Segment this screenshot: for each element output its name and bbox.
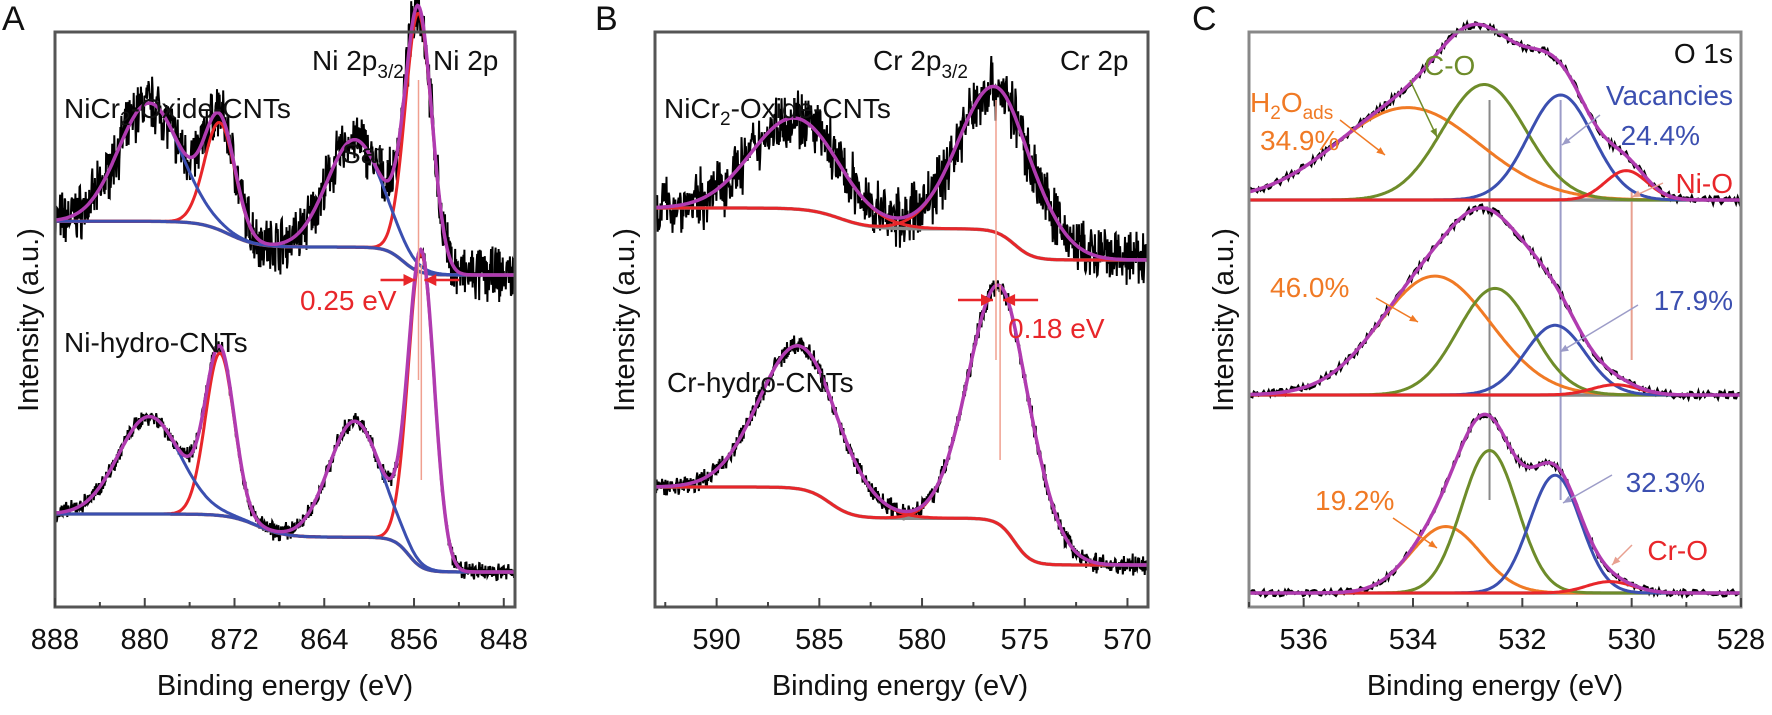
panel-label-c: C [1192, 0, 1217, 38]
panel-b-tick-label: 575 [1001, 624, 1049, 656]
panel-b-tick-label: 590 [692, 624, 740, 656]
panel-a-tick-label: 888 [31, 624, 79, 656]
panel-c-label-pointer-head [1376, 147, 1385, 155]
panel-c-o-1s: 536 534 532 530 528 Binding energy (eV) Inte… [1208, 19, 1765, 702]
panel-c-y-axis-title: Intensity (a.u.) [1208, 228, 1240, 412]
panel-b-shift-label: 0.18 eV [1008, 313, 1105, 344]
panel-c-label-pointer [1409, 79, 1438, 138]
panel-c-tick-label: 532 [1498, 624, 1546, 656]
panel-b-peak-label: Cr 2p3/2 [873, 45, 968, 83]
panel-c-tick-label: 536 [1279, 624, 1327, 656]
panel-a-y-axis-title: Intensity (a.u.) [13, 228, 45, 412]
panel-c-label-pointer [1392, 517, 1438, 549]
panel-a-series-label-oxide: NiCr2-Oxide-CNTs [64, 93, 291, 130]
panel-c-component-vacancies [1249, 323, 1741, 397]
panel-b-arrowhead-right [1003, 294, 1016, 306]
panel-c-label-pointer [1559, 304, 1639, 353]
panel-a-shift-marker [380, 80, 460, 480]
panel-c-tick-label: 534 [1389, 624, 1437, 656]
panel-a-envelope-fit [54, 247, 515, 574]
panel-a-shift-label: 0.25 eV [300, 285, 397, 316]
panel-c-label-nio: Ni-O [1675, 168, 1733, 199]
panel-a-tick-label: 864 [300, 624, 348, 656]
panel-c-label-co: C-O [1424, 50, 1475, 81]
panel-a-x-axis-title: Binding energy (eV) [157, 670, 413, 702]
panel-c-label-pointer-head [1612, 556, 1621, 565]
panel-b-tick-label: 585 [795, 624, 843, 656]
panel-b-shift-marker [957, 100, 1039, 460]
panel-c-pct-vac-top: 24.4% [1621, 120, 1700, 151]
panel-c-pct-vac-mid: 17.9% [1654, 285, 1733, 316]
panel-a-envelope-fit [54, 3, 515, 277]
panel-b-title: Cr 2p [1060, 45, 1128, 76]
panel-c-envelope-fit [1249, 412, 1741, 595]
panel-c-label-pointer-head [1562, 137, 1571, 145]
panel-b-frame [653, 30, 1150, 609]
panel-a-title: Ni 2p [433, 45, 498, 76]
panel-c-x-axis: 536 534 532 530 528 [1248, 598, 1765, 656]
panel-b-tick-label: 580 [898, 624, 946, 656]
panel-label-a: A [2, 0, 25, 38]
panel-b-curves [654, 55, 1149, 576]
panel-c-pct-vac-bot: 32.3% [1626, 467, 1705, 498]
panel-a-x-axis: 888 880 872 864 856 848 [31, 598, 528, 656]
panel-label-b: B [595, 0, 618, 38]
panel-a-tick-label: 856 [390, 624, 438, 656]
panel-a-component-main-peak [55, 351, 515, 574]
panel-b-y-axis-title: Intensity (a.u.) [609, 228, 641, 412]
panel-c-label-pointer-head [1409, 314, 1418, 322]
panel-c-label-pointer [1562, 474, 1613, 504]
panel-b-envelope-fit [654, 283, 1148, 567]
panel-c-label-cro: Cr-O [1647, 535, 1708, 566]
panel-a-series-label-hydro: Ni-hydro-CNTs [64, 327, 248, 358]
panel-c-label-pointer-head [1563, 495, 1572, 503]
panel-c-tick-label: 530 [1607, 624, 1655, 656]
panel-a-tick-label: 880 [121, 624, 169, 656]
panel-a-tick-label: 872 [210, 624, 258, 656]
panel-b-x-axis-title: Binding energy (eV) [772, 670, 1028, 702]
panel-b-series-label-hydro: Cr-hydro-CNTs [667, 367, 854, 398]
panel-a-tick-label: 848 [480, 624, 528, 656]
panel-c-envelope-fit [1249, 206, 1741, 397]
panel-c-pct-h2o-mid: 46.0% [1270, 272, 1349, 303]
panel-c-label-pointer-head [1632, 190, 1641, 197]
panel-a-curves [54, 0, 516, 582]
panel-c-label-pointer [1339, 119, 1386, 156]
panel-c-frame [1247, 30, 1743, 609]
panel-c-title: O 1s [1674, 38, 1733, 69]
panel-b-raw-spectrum [654, 55, 1149, 285]
panel-a-frame [53, 30, 517, 609]
panel-b-cr-2p: 590 585 580 575 570 Binding energy (eV) Inte… [609, 30, 1152, 702]
panel-c-label-pointer-head [1430, 128, 1437, 137]
panel-c-label-pointer-head [1560, 344, 1569, 352]
panel-c-pct-h2o-bot: 19.2% [1315, 485, 1394, 516]
panel-a-arrowhead-right [424, 274, 437, 286]
panel-c-x-axis-title: Binding energy (eV) [1367, 670, 1623, 702]
panel-a-arrowhead-left [403, 274, 416, 286]
panel-c-label-h2o-ads: H2Oads [1250, 87, 1333, 124]
panel-a-satellite-label: Sat. [342, 138, 392, 169]
panel-b-tick-label: 570 [1103, 624, 1151, 656]
panel-a-peak-label: Ni 2p3/2 [312, 45, 404, 83]
panel-b-series-label-oxide: NiCr2-Oxide-CNTs [664, 93, 891, 130]
panel-c-label-pointer-head [1428, 540, 1437, 548]
panel-a-ni-2p: 888 880 872 864 856 848 Binding energy (eV) I… [13, 0, 528, 702]
panel-c-pct-h2o-top: 34.9% [1260, 125, 1339, 156]
panel-c-label-vacancies: Vacancies [1606, 80, 1733, 111]
panel-b-x-axis: 590 585 580 575 570 [664, 598, 1152, 656]
panel-c-tick-label: 528 [1717, 624, 1765, 656]
panel-c-label-arrows [1339, 79, 1664, 566]
panel-b-envelope-fit [654, 84, 1148, 262]
panel-b-arrowhead-left [980, 294, 993, 306]
